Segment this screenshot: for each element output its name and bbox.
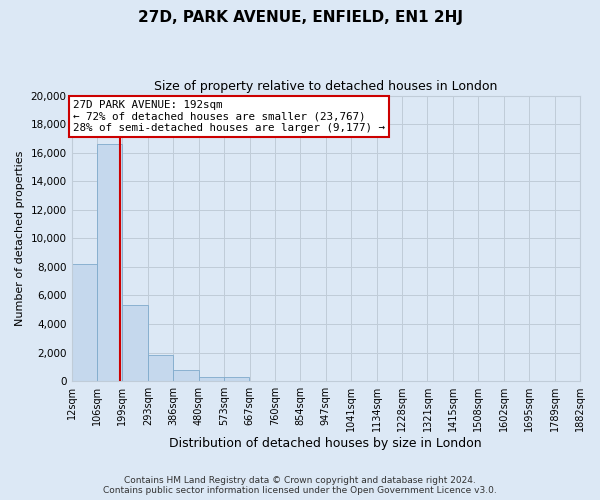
Text: Contains HM Land Registry data © Crown copyright and database right 2024.
Contai: Contains HM Land Registry data © Crown c… — [103, 476, 497, 495]
Bar — [71, 264, 97, 381]
Text: 27D, PARK AVENUE, ENFIELD, EN1 2HJ: 27D, PARK AVENUE, ENFIELD, EN1 2HJ — [137, 10, 463, 25]
Title: Size of property relative to detached houses in London: Size of property relative to detached ho… — [154, 80, 497, 93]
Bar — [122, 306, 148, 381]
Bar — [173, 370, 199, 381]
Text: 27D PARK AVENUE: 192sqm
← 72% of detached houses are smaller (23,767)
28% of sem: 27D PARK AVENUE: 192sqm ← 72% of detache… — [73, 100, 385, 133]
Bar — [199, 377, 224, 381]
Bar — [224, 377, 250, 381]
X-axis label: Distribution of detached houses by size in London: Distribution of detached houses by size … — [169, 437, 482, 450]
Bar — [148, 356, 173, 381]
Y-axis label: Number of detached properties: Number of detached properties — [15, 150, 25, 326]
Bar — [97, 144, 122, 381]
